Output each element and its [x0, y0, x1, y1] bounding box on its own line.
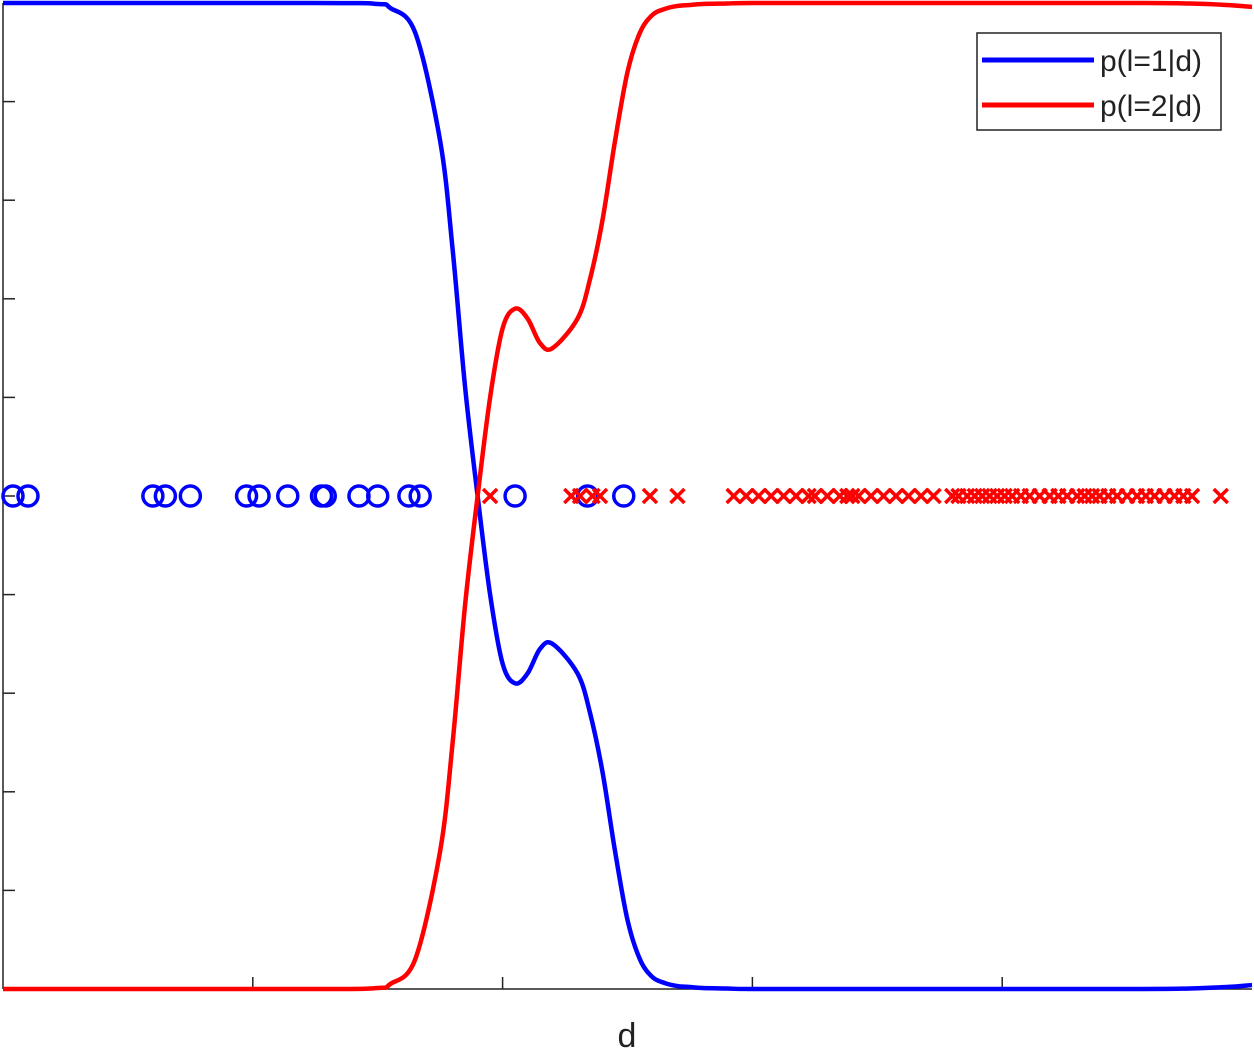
class-2-point-19 [850, 487, 867, 505]
class-2-point-21 [875, 487, 892, 505]
class-2-point-0 [481, 487, 499, 505]
class-2-point-6 [669, 487, 686, 505]
axes [2, 2, 1252, 990]
series-line-2 [3, 0, 1253, 992]
class-1-point-12 [397, 484, 421, 508]
class-2-point-8 [737, 487, 755, 505]
class-2-point-15 [819, 487, 836, 505]
class-1-point-0 [1, 484, 25, 508]
class-2-point-55 [1212, 487, 1230, 505]
class-1-point-11 [365, 484, 390, 508]
class-2-point-9 [750, 487, 767, 505]
series-line-1 [2, 0, 1253, 992]
legend: p(l=1|d) p(l=2|d) [976, 32, 1222, 131]
legend-label-series-1: p(l=1|d) [1100, 45, 1202, 78]
class-2-point-10 [762, 487, 780, 505]
class-2-point-54 [1183, 487, 1201, 505]
class-1-point-9 [313, 484, 337, 508]
class-2-point-26 [944, 487, 961, 505]
class-1-point-6 [247, 484, 271, 508]
class-1-point-2 [141, 484, 165, 508]
class-2-point-20 [862, 487, 880, 505]
class-1-point-3 [153, 484, 178, 508]
class-2-point-12 [787, 487, 805, 505]
scatter-points [1, 484, 1230, 508]
class-1-point-14 [503, 484, 527, 508]
x-axis-label: d [618, 1017, 637, 1051]
class-2-point-18 [844, 487, 861, 505]
legend-box [976, 32, 1222, 131]
class-2-point-11 [775, 487, 792, 505]
class-1-point-15 [575, 484, 600, 508]
class-2-point-7 [725, 487, 742, 505]
class-1-point-7 [276, 484, 300, 508]
class-2-point-2 [571, 487, 589, 505]
class-1-point-16 [612, 484, 636, 508]
class-1-point-4 [178, 484, 203, 508]
legend-label-series-2: p(l=2|d) [1100, 90, 1202, 123]
series-lines [2, 0, 1253, 992]
class-2-point-23 [900, 487, 917, 505]
class-2-point-24 [912, 487, 930, 505]
class-2-point-25 [925, 487, 942, 505]
class-1-point-1 [16, 484, 40, 508]
class-1-point-13 [408, 484, 432, 508]
class-2-point-14 [806, 487, 824, 505]
class-2-point-22 [887, 487, 905, 505]
class-2-point-4 [591, 487, 609, 505]
class-1-point-5 [234, 484, 259, 508]
class-2-point-13 [800, 487, 817, 505]
class-2-point-5 [641, 487, 659, 505]
